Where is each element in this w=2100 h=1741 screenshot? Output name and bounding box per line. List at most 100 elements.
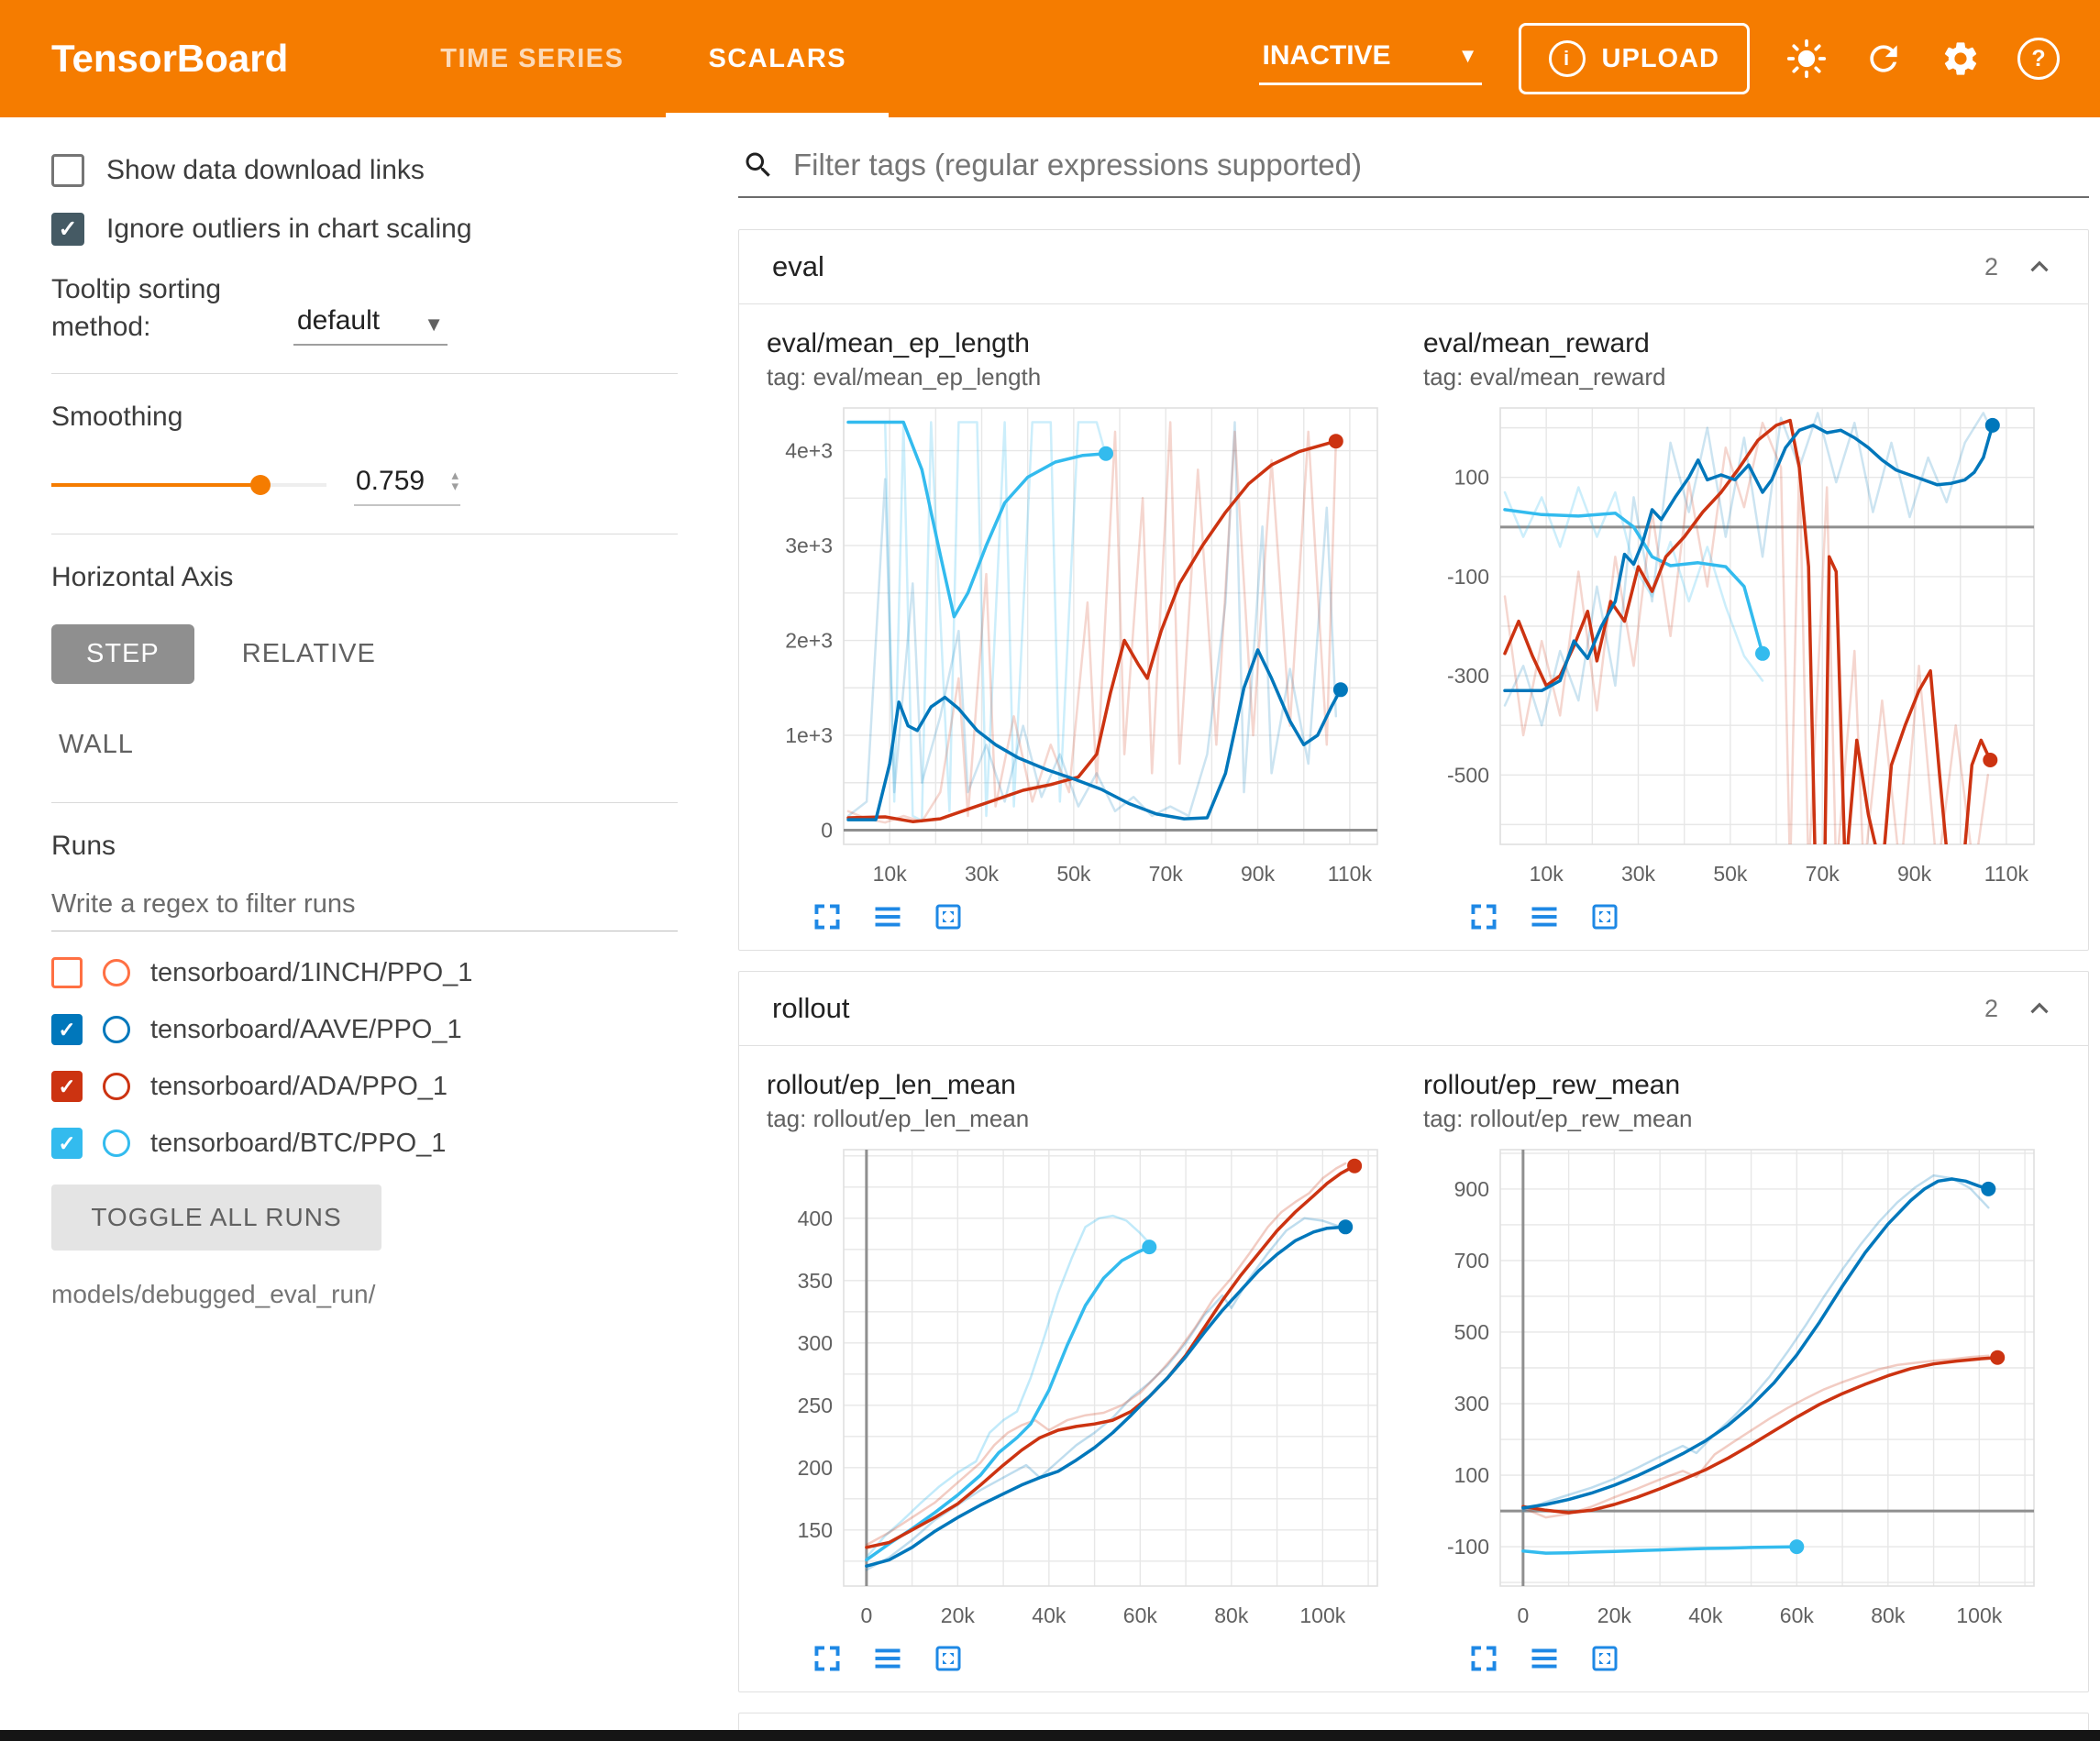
svg-text:30k: 30k bbox=[1621, 862, 1656, 886]
tooltip-sorting-row: Tooltip sorting method: default ▼ bbox=[51, 271, 678, 346]
list-icon[interactable] bbox=[871, 900, 904, 933]
chart-toolbar bbox=[767, 900, 1390, 933]
ignore-outliers-checkbox[interactable] bbox=[51, 213, 84, 246]
svg-text:100k: 100k bbox=[1956, 1603, 2002, 1627]
tab-time-series[interactable]: TIME SERIES bbox=[440, 43, 624, 73]
section-eval-header[interactable]: eval 2 bbox=[739, 230, 2088, 304]
smoothing-slider[interactable] bbox=[51, 472, 326, 498]
fit-data-icon[interactable] bbox=[1588, 900, 1621, 933]
run-row[interactable]: ✓ tensorboard/ADA/PPO_1 bbox=[51, 1071, 678, 1102]
runs-label: Runs bbox=[51, 831, 116, 861]
run-color-circle[interactable] bbox=[103, 959, 130, 986]
status-dropdown[interactable]: INACTIVE ▼ bbox=[1258, 33, 1482, 85]
run-row[interactable]: ✓ tensorboard/BTC/PPO_1 bbox=[51, 1128, 678, 1159]
list-icon[interactable] bbox=[1528, 900, 1561, 933]
tooltip-sorting-dropdown[interactable]: default ▼ bbox=[293, 305, 448, 346]
svg-text:3e+3: 3e+3 bbox=[785, 534, 833, 557]
list-icon[interactable] bbox=[1528, 1642, 1561, 1675]
svg-text:0: 0 bbox=[1517, 1603, 1529, 1627]
tag-filter-bar bbox=[738, 141, 2089, 198]
expand-icon[interactable] bbox=[811, 900, 844, 933]
fit-data-icon[interactable] bbox=[932, 1642, 965, 1675]
smoothing-value-input[interactable]: 0.759 ▴ ▾ bbox=[354, 464, 460, 506]
svg-text:1e+3: 1e+3 bbox=[785, 723, 833, 747]
runs-filter-input[interactable] bbox=[51, 882, 678, 931]
fit-data-icon[interactable] bbox=[1588, 1642, 1621, 1675]
top-tabs: TIME SERIES SCALARS bbox=[398, 0, 889, 117]
run-checkbox[interactable] bbox=[51, 957, 83, 988]
chart-title: rollout/ep_rew_mean bbox=[1423, 1070, 1681, 1100]
header-actions: INACTIVE ▼ i UPLOAD bbox=[1258, 0, 2060, 117]
axis-button-step[interactable]: STEP bbox=[51, 624, 194, 684]
chevron-up-icon[interactable] bbox=[2024, 993, 2055, 1024]
svg-text:150: 150 bbox=[798, 1518, 833, 1542]
app-header: TensorBoard TIME SERIES SCALARS INACTIVE… bbox=[0, 0, 2100, 117]
svg-text:30k: 30k bbox=[965, 862, 1000, 886]
axis-button-relative[interactable]: RELATIVE bbox=[241, 639, 376, 668]
divider bbox=[51, 373, 678, 374]
chart-toolbar bbox=[767, 1642, 1390, 1675]
show-download-links-checkbox[interactable] bbox=[51, 154, 84, 187]
svg-text:20k: 20k bbox=[941, 1603, 976, 1627]
expand-icon[interactable] bbox=[1467, 900, 1500, 933]
section-meta: 2 bbox=[1984, 993, 2055, 1024]
list-icon[interactable] bbox=[871, 1642, 904, 1675]
run-checkbox[interactable]: ✓ bbox=[51, 1071, 83, 1102]
run-color-circle[interactable] bbox=[103, 1073, 130, 1100]
svg-text:300: 300 bbox=[798, 1331, 833, 1355]
chart-eval-mean-ep-length: eval/mean_ep_length tag: eval/mean_ep_len… bbox=[767, 328, 1390, 933]
run-label: tensorboard/ADA/PPO_1 bbox=[150, 1071, 448, 1101]
svg-text:50k: 50k bbox=[1056, 862, 1091, 886]
toggle-all-runs-button[interactable]: TOGGLE ALL RUNS bbox=[51, 1185, 381, 1251]
smoothing-slider-handle[interactable] bbox=[249, 475, 271, 495]
run-row[interactable]: ✓ tensorboard/AAVE/PPO_1 bbox=[51, 1014, 678, 1045]
status-label: INACTIVE bbox=[1262, 39, 1391, 71]
section-rollout-header[interactable]: rollout 2 bbox=[739, 972, 2088, 1046]
svg-text:500: 500 bbox=[1454, 1320, 1489, 1344]
section-count: 2 bbox=[1984, 994, 1998, 1022]
svg-text:10k: 10k bbox=[1530, 862, 1564, 886]
chart-title: eval/mean_ep_length bbox=[767, 328, 1030, 358]
run-row[interactable]: tensorboard/1INCH/PPO_1 bbox=[51, 957, 678, 988]
info-icon: i bbox=[1548, 40, 1586, 77]
svg-text:110k: 110k bbox=[1328, 862, 1373, 886]
svg-text:-500: -500 bbox=[1447, 763, 1489, 787]
chevron-up-icon[interactable] bbox=[2024, 251, 2055, 282]
horizontal-axis-label: Horizontal Axis bbox=[51, 562, 234, 592]
tag-filter-input[interactable] bbox=[791, 147, 2085, 183]
svg-text:0: 0 bbox=[821, 818, 833, 842]
svg-text:2e+3: 2e+3 bbox=[785, 629, 833, 653]
ignore-outliers-row[interactable]: Ignore outliers in chart scaling bbox=[51, 213, 678, 246]
chevron-down-icon: ▼ bbox=[1457, 43, 1478, 67]
run-checkbox[interactable]: ✓ bbox=[51, 1128, 83, 1159]
run-color-circle[interactable] bbox=[103, 1016, 130, 1043]
svg-text:-300: -300 bbox=[1447, 664, 1489, 688]
expand-icon[interactable] bbox=[811, 1642, 844, 1675]
tab-scalars[interactable]: SCALARS bbox=[666, 0, 889, 117]
help-icon[interactable]: ? bbox=[2017, 38, 2060, 80]
svg-text:60k: 60k bbox=[1780, 1603, 1815, 1627]
axis-button-wall[interactable]: WALL bbox=[59, 730, 134, 759]
run-label: tensorboard/AAVE/PPO_1 bbox=[150, 1014, 462, 1044]
svg-text:-100: -100 bbox=[1447, 1535, 1489, 1559]
show-download-links-row[interactable]: Show data download links bbox=[51, 154, 678, 187]
brightness-icon[interactable] bbox=[1786, 39, 1827, 79]
run-checkbox[interactable]: ✓ bbox=[51, 1014, 83, 1045]
main-panel: eval 2 eval/mean_ep_length tag: eval/mean… bbox=[711, 117, 2100, 1741]
svg-text:100: 100 bbox=[1454, 1463, 1489, 1487]
svg-text:100k: 100k bbox=[1299, 1603, 1345, 1627]
expand-icon[interactable] bbox=[1467, 1642, 1500, 1675]
search-icon bbox=[746, 152, 770, 177]
tooltip-sorting-value: default bbox=[297, 305, 381, 336]
refresh-icon[interactable] bbox=[1863, 39, 1904, 79]
spinner-icon[interactable]: ▴ ▾ bbox=[451, 468, 459, 494]
svg-text:100: 100 bbox=[1454, 466, 1489, 490]
run-color-circle[interactable] bbox=[103, 1129, 130, 1157]
settings-gear-icon[interactable] bbox=[1940, 39, 1981, 79]
fit-data-icon[interactable] bbox=[932, 900, 965, 933]
upload-label: UPLOAD bbox=[1601, 43, 1719, 73]
app-title: TensorBoard bbox=[51, 37, 289, 80]
upload-button[interactable]: i UPLOAD bbox=[1518, 23, 1750, 94]
svg-text:200: 200 bbox=[798, 1456, 833, 1480]
svg-text:80k: 80k bbox=[1214, 1603, 1249, 1627]
